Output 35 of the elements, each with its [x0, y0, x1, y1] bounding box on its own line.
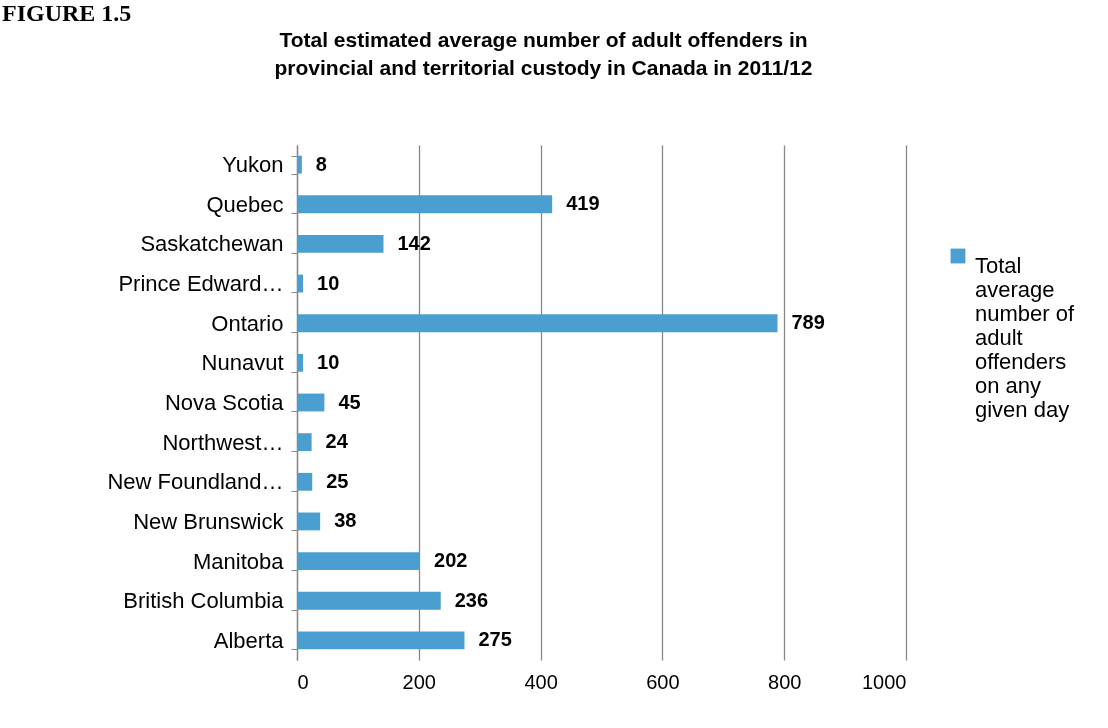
y-tick-label: Ontario [211, 310, 284, 336]
y-tick-label: Quebec [206, 191, 284, 217]
chart-title: Total estimated average number of adult offenders in provincial and territorial custody in Canada in 2011/12 [274, 28, 813, 79]
y-tick-label: Nova Scotia [164, 390, 285, 415]
y-tick-label: Saskatchewan [140, 231, 284, 257]
x-tick-label: 0 [297, 670, 309, 693]
x-tick-label: 400 [524, 670, 558, 693]
data-label: 236 [454, 588, 489, 611]
y-tick-label: New Brunswick [133, 508, 285, 534]
data-label: 10 [317, 271, 340, 294]
y-tick-label: British Columbia [123, 588, 285, 614]
y-tick-label: Alberta [213, 627, 285, 653]
caption: FIGURE 1.5 [2, 0, 132, 27]
data-label: 789 [791, 311, 825, 334]
x-tick-label: 800 [768, 670, 802, 693]
x-tick-label: 1000 [862, 670, 907, 693]
data-label: 24 [325, 430, 349, 453]
y-tick-label: Manitoba [192, 548, 285, 574]
data-label: 202 [434, 549, 468, 572]
data-label: 419 [566, 192, 600, 215]
y-tick-label: Northwest… [162, 429, 284, 455]
x-tick-label: 200 [402, 670, 436, 693]
y-tick-label: New Foundland… [107, 469, 284, 495]
y-tick-label: Yukon [222, 152, 284, 178]
data-label: 25 [326, 469, 349, 492]
data-label: 8 [315, 152, 327, 175]
data-label: 38 [334, 509, 357, 532]
y-tick-label: Prince Edward… [118, 271, 284, 297]
data-label: 275 [478, 628, 512, 651]
data-label: 45 [338, 390, 361, 413]
x-tick-label: 600 [646, 670, 680, 693]
data-label: 142 [397, 231, 431, 254]
data-label: 10 [317, 350, 340, 373]
legend-label: Total average number of adult offenders on any given day [975, 253, 1075, 422]
y-tick-label: Nunavut [201, 350, 284, 376]
